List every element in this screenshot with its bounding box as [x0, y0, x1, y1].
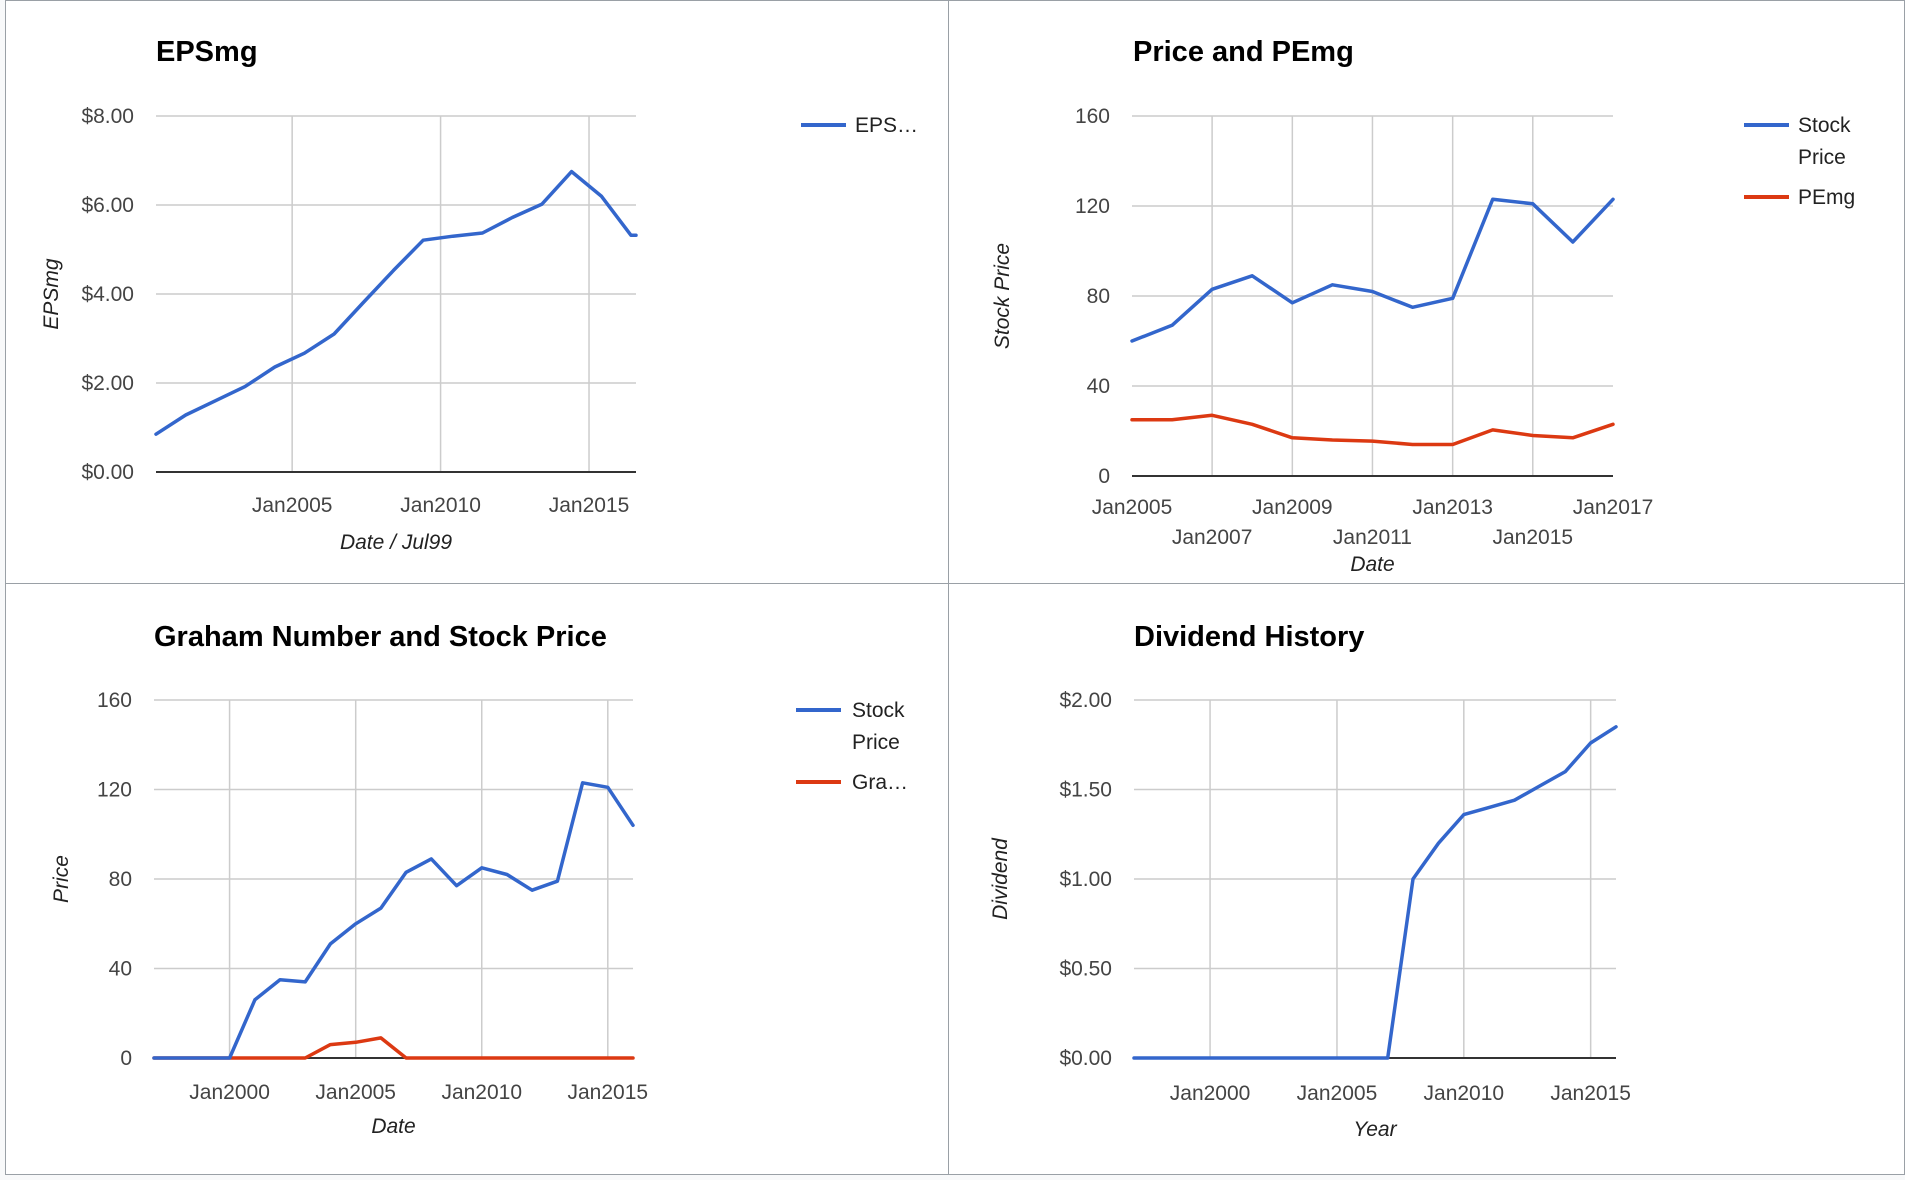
price-and-pemg-x-tick-label: Jan2011 [1333, 526, 1412, 549]
price-and-pemg-x-tick-label: Jan2007 [1172, 526, 1253, 549]
price-and-pemg-legend-label-1: Price [1798, 146, 1846, 169]
graham-number-and-stock-price-title: Graham Number and Stock Price [154, 621, 607, 653]
dividend-history-x-tick-label: Jan2005 [1297, 1082, 1378, 1105]
dividend-history-x-tick-label: Jan2015 [1550, 1082, 1631, 1105]
dividend-history-y-tick-label: $1.50 [1059, 779, 1112, 802]
price-and-pemg-x-tick-label: Jan2013 [1412, 496, 1493, 519]
price-and-pemg-x-tick-label: Jan2017 [1573, 496, 1654, 519]
graham-number-and-stock-price-x-tick-label: Jan2015 [568, 1081, 649, 1104]
dividend-history-y-tick-label: $2.00 [1059, 689, 1112, 712]
dividend-history-chart-svg: Dividend History $0.00 $0.50 $1.00 $1.50 $2.0… [989, 621, 1631, 1141]
graham-number-and-stock-price-legend-label-1: Stock [852, 699, 905, 722]
graham-number-and-stock-price-y-tick-label: 80 [109, 868, 132, 891]
price-and-pemg-x-axis-title: Date [1350, 553, 1394, 576]
price-and-pemg-y-tick-label: 120 [1075, 195, 1110, 218]
graham-number-and-stock-price-legend-label-2: Gra… [852, 771, 908, 794]
epsmg-y-tick-label: $4.00 [81, 283, 134, 306]
graham-number-and-stock-price-y-axis-title: Price [50, 855, 73, 903]
dividend-history-y-tick-label: $0.00 [1059, 1047, 1112, 1070]
epsmg-y-tick-label: $6.00 [81, 194, 134, 217]
dividend-history-y-axis-title: Dividend [989, 837, 1012, 920]
graham-number-and-stock-price-series-line-1 [152, 781, 635, 1060]
price-and-pemg-title: Price and PEmg [1133, 36, 1354, 68]
epsmg-x-tick-label: Jan2005 [252, 494, 333, 517]
epsmg-chart-svg: EPSmg $0.00 $2.00 $4.00 $6.00 $8.00 Jan2005 Jan… [40, 36, 918, 554]
chart-panel-graham-number[interactable]: Graham Number and Stock Price 0 40 80 120 160… [5, 583, 950, 1175]
epsmg-x-tick-label: Jan2010 [400, 494, 481, 517]
price-and-pemg-series-line-1 [1130, 197, 1615, 343]
price-and-pemg-series-line-2 [1130, 413, 1615, 447]
price-and-pemg-y-tick-label: 40 [1087, 375, 1110, 398]
price-and-pemg-x-tick-label: Jan2015 [1492, 526, 1573, 549]
price-and-pemg-y-tick-label: 0 [1098, 465, 1110, 488]
price-and-pemg-x-tick-label: Jan2009 [1252, 496, 1333, 519]
dividend-history-title: Dividend History [1134, 621, 1364, 653]
dividend-history-x-tick-label: Jan2010 [1424, 1082, 1505, 1105]
graham-number-and-stock-price-x-tick-label: Jan2000 [189, 1081, 270, 1104]
dividend-history-x-axis-title: Year [1353, 1118, 1397, 1141]
graham-number-chart-svg: Graham Number and Stock Price 0 40 80 120 160… [50, 621, 908, 1138]
price-and-pemg-y-tick-label: 80 [1087, 285, 1110, 308]
dividend-history-x-tick-label: Jan2000 [1170, 1082, 1251, 1105]
epsmg-x-tick-label: Jan2015 [549, 494, 630, 517]
graham-number-and-stock-price-x-tick-label: Jan2010 [441, 1081, 522, 1104]
epsmg-title: EPSmg [156, 36, 258, 68]
epsmg-y-axis-title: EPSmg [40, 258, 63, 330]
epsmg-legend-label-1: EPS… [855, 114, 918, 137]
epsmg-y-tick-label: $2.00 [81, 372, 134, 395]
price-and-pemg-legend-label-2: PEmg [1798, 186, 1855, 209]
dividend-history-y-tick-label: $0.50 [1059, 958, 1112, 981]
dividend-history-y-tick-label: $1.00 [1059, 868, 1112, 891]
price-and-pemg-y-tick-label: 160 [1075, 105, 1110, 128]
graham-number-and-stock-price-y-tick-label: 40 [109, 958, 132, 981]
dividend-history-series-line-1 [1132, 725, 1618, 1060]
epsmg-y-tick-label: $8.00 [81, 105, 134, 128]
epsmg-series-line-1 [154, 169, 638, 436]
price-and-pemg-x-tick-label: Jan2005 [1092, 496, 1173, 519]
price-and-pemg-chart-svg: Price and PEmg 0 40 80 120 160 Jan2005 Jan2007 J… [991, 36, 1855, 576]
epsmg-x-axis-title: Date / Jul99 [340, 531, 452, 554]
chart-panel-epsmg[interactable]: EPSmg $0.00 $2.00 $4.00 $6.00 $8.00 Jan2005 Jan… [5, 0, 950, 585]
graham-number-and-stock-price-series-line-2 [152, 1036, 635, 1060]
graham-number-and-stock-price-y-tick-label: 160 [97, 689, 132, 712]
price-and-pemg-legend-label-1: Stock [1798, 114, 1851, 137]
graham-number-and-stock-price-x-axis-title: Date [371, 1115, 415, 1138]
graham-number-and-stock-price-x-tick-label: Jan2005 [315, 1081, 396, 1104]
graham-number-and-stock-price-y-tick-label: 120 [97, 779, 132, 802]
graham-number-and-stock-price-legend-label-1: Price [852, 731, 900, 754]
price-and-pemg-y-axis-title: Stock Price [991, 243, 1014, 349]
chart-panel-dividend-history[interactable]: Dividend History $0.00 $0.50 $1.00 $1.50 $2.0… [948, 583, 1905, 1175]
chart-panel-price-and-pemg[interactable]: Price and PEmg 0 40 80 120 160 Jan2005 Jan2007 J… [948, 0, 1905, 585]
graham-number-and-stock-price-y-tick-label: 0 [120, 1047, 132, 1070]
epsmg-y-tick-label: $0.00 [81, 461, 134, 484]
